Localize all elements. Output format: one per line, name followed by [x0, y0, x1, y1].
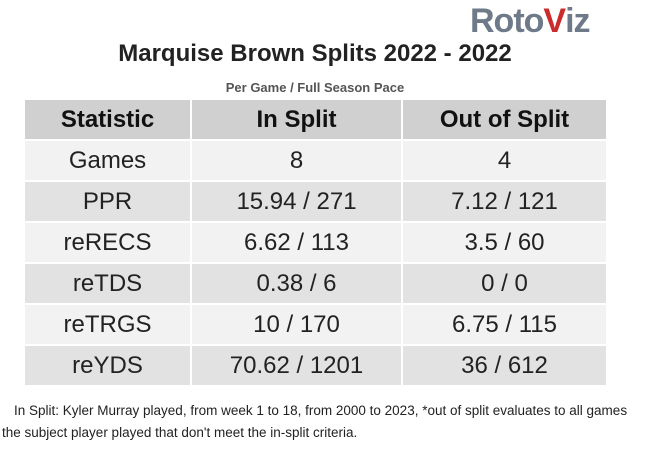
table-row: PPR 15.94 / 271 7.12 / 121 — [25, 182, 606, 221]
page-title: Marquise Brown Splits 2022 - 2022 — [118, 40, 512, 67]
table-row: reTDS 0.38 / 6 0 / 0 — [25, 264, 606, 303]
table-row: reYDS 70.62 / 1201 36 / 612 — [25, 346, 606, 385]
cell-out-of-split: 36 / 612 — [403, 346, 606, 385]
table-row: reTRGS 10 / 170 6.75 / 115 — [25, 305, 606, 344]
cell-out-of-split: 0 / 0 — [403, 264, 606, 303]
cell-in-split: 15.94 / 271 — [192, 182, 401, 221]
cell-statistic: reRECS — [25, 223, 190, 262]
table-row: reRECS 6.62 / 113 3.5 / 60 — [25, 223, 606, 262]
header-in-split: In Split — [192, 100, 401, 139]
logo-text-iz: iz — [565, 1, 590, 40]
cell-out-of-split: 3.5 / 60 — [403, 223, 606, 262]
cell-in-split: 6.62 / 113 — [192, 223, 401, 262]
cell-out-of-split: 6.75 / 115 — [403, 305, 606, 344]
cell-out-of-split: 4 — [403, 141, 606, 180]
splits-table: Statistic In Split Out of Split Games 8 … — [23, 98, 608, 387]
cell-statistic: PPR — [25, 182, 190, 221]
table-header-row: Statistic In Split Out of Split — [25, 100, 606, 139]
table-row: Games 8 4 — [25, 141, 606, 180]
cell-in-split: 0.38 / 6 — [192, 264, 401, 303]
cell-in-split: 70.62 / 1201 — [192, 346, 401, 385]
cell-statistic: reTRGS — [25, 305, 190, 344]
cell-statistic: reTDS — [25, 264, 190, 303]
logo-v-mark: V — [543, 1, 566, 40]
header-out-of-split: Out of Split — [403, 100, 606, 139]
cell-statistic: reYDS — [25, 346, 190, 385]
cell-in-split: 8 — [192, 141, 401, 180]
cell-out-of-split: 7.12 / 121 — [403, 182, 606, 221]
header-statistic: Statistic — [25, 100, 190, 139]
page-subtitle: Per Game / Full Season Pace — [225, 80, 405, 95]
logo-text-roto: Roto — [470, 1, 544, 40]
cell-in-split: 10 / 170 — [192, 305, 401, 344]
footnote: In Split: Kyler Murray played, from week… — [2, 403, 628, 440]
cell-statistic: Games — [25, 141, 190, 180]
